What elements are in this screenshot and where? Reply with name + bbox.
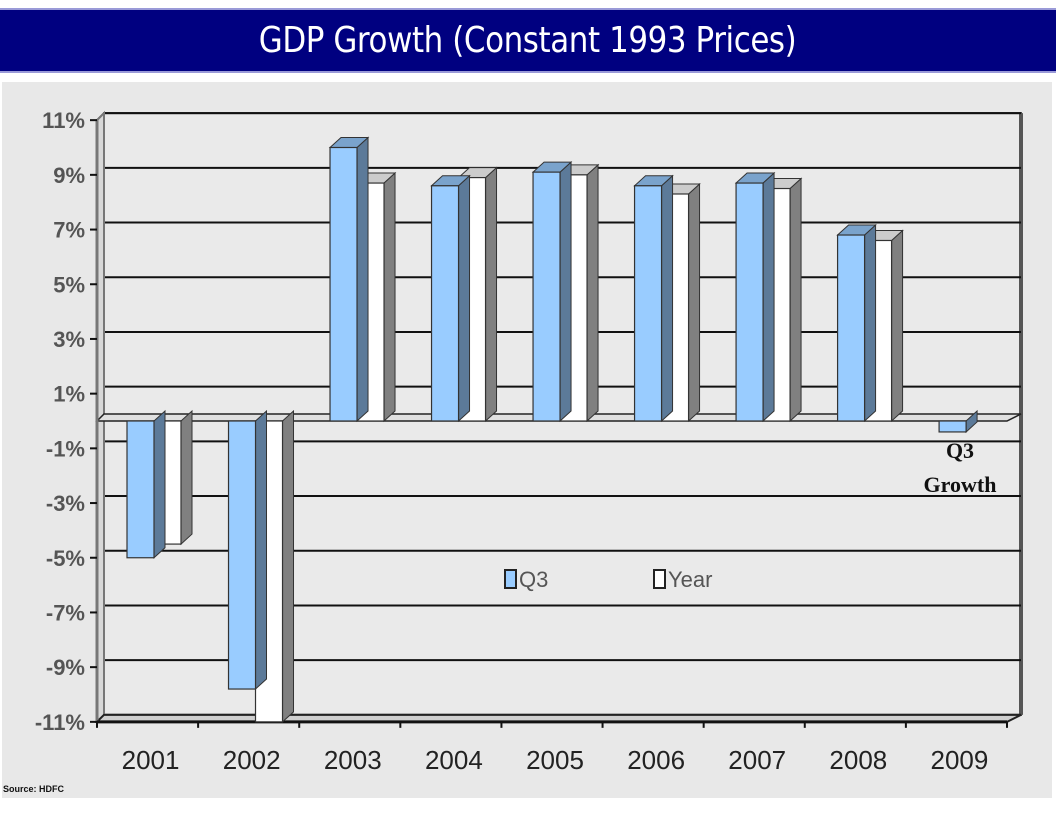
legend-label-year: Year bbox=[668, 567, 712, 592]
x-axis: 2001 2002 2003 2004 2005 2006 2007 2008 2009 bbox=[96, 720, 1008, 775]
y-tick-label: -7% bbox=[46, 600, 85, 625]
bar-q3-2003 bbox=[328, 136, 370, 423]
x-tick-label: 2005 bbox=[526, 745, 584, 775]
bar-q3-2002 bbox=[227, 409, 268, 691]
y-tick-label: -5% bbox=[46, 546, 85, 571]
x-tick-label: 2002 bbox=[223, 745, 281, 775]
x-tick-label: 2006 bbox=[627, 745, 685, 775]
y-tick-label: -11% bbox=[35, 710, 85, 735]
bar-q3-2009 bbox=[938, 409, 978, 434]
legend-swatch-q3 bbox=[504, 569, 517, 589]
bar-side-face bbox=[383, 171, 396, 423]
annotation-line: Growth bbox=[924, 472, 997, 497]
source-note: Source: HDFC bbox=[3, 784, 65, 794]
bar-q3-2004 bbox=[430, 174, 471, 423]
chart-title-bar: GDP Growth (Constant 1993 Prices) bbox=[0, 8, 1056, 73]
bar-q3-2005 bbox=[531, 160, 573, 423]
legend: Q3 Year bbox=[504, 567, 712, 592]
bar-front-face bbox=[329, 146, 358, 422]
bar-side-face bbox=[180, 409, 193, 546]
y-tick-label: -1% bbox=[46, 436, 85, 461]
bar-side-face bbox=[688, 182, 701, 423]
y-tick-label: 7% bbox=[53, 218, 85, 243]
y-tick-label: -3% bbox=[46, 491, 85, 516]
bar-side-face bbox=[255, 409, 268, 691]
bar-front-face bbox=[532, 171, 561, 422]
bar-q3-2006 bbox=[633, 174, 674, 423]
bar-side-face bbox=[485, 166, 498, 423]
legend-swatch-year bbox=[653, 569, 666, 589]
y-axis: 11% 9% 7% 5% 3% 1% -1% -3% -5% -7% -9% -11% bbox=[35, 108, 99, 735]
x-tick-label: 2009 bbox=[931, 745, 989, 775]
bar-side-face bbox=[559, 160, 572, 423]
bar-side-face bbox=[282, 409, 295, 723]
bar-q3-2008 bbox=[836, 223, 877, 423]
y-tick-label: 9% bbox=[53, 163, 85, 188]
x-tick-label: 2007 bbox=[728, 745, 786, 775]
y-tick-label: -9% bbox=[46, 655, 85, 680]
y-tick-label: 5% bbox=[53, 272, 85, 297]
bar-front-face bbox=[836, 234, 866, 422]
x-tick-label: 2004 bbox=[425, 745, 483, 775]
bars bbox=[126, 136, 978, 723]
bar-side-face bbox=[864, 223, 877, 423]
bar-side-face bbox=[891, 229, 904, 423]
bar-side-face bbox=[458, 174, 471, 423]
y-tick-label: 11% bbox=[42, 108, 85, 133]
chart-plot: 11% 9% 7% 5% 3% 1% -1% -3% -5% -7% -9% -11% 2001 2002… bbox=[3, 108, 1023, 794]
bar-front-face bbox=[227, 420, 257, 690]
bar-side-face bbox=[762, 171, 775, 423]
bar-front-face bbox=[735, 182, 764, 422]
bar-side-face bbox=[661, 174, 674, 423]
bar-side-face bbox=[356, 136, 369, 423]
x-tick-label: 2003 bbox=[324, 745, 382, 775]
bar-front-face bbox=[633, 185, 663, 422]
x-tick-label: 2008 bbox=[829, 745, 887, 775]
bar-q3-2001 bbox=[126, 409, 166, 559]
bar-side-face bbox=[153, 409, 166, 559]
bar-front-face bbox=[126, 420, 155, 559]
bar-q3-2007 bbox=[734, 171, 776, 423]
x-tick-label: 2001 bbox=[122, 745, 180, 775]
chart-panel: 11% 9% 7% 5% 3% 1% -1% -3% -5% -7% -9% -11% 2001 2002… bbox=[2, 82, 1052, 798]
bar-side-face bbox=[586, 163, 599, 423]
chart-title: GDP Growth (Constant 1993 Prices) bbox=[259, 20, 797, 61]
annotation-line: Q3 bbox=[946, 438, 974, 463]
y-tick-label: 3% bbox=[53, 327, 85, 352]
y-tick-label: 1% bbox=[53, 382, 85, 407]
annotation-q3-growth: Q3 Growth bbox=[924, 438, 997, 497]
legend-label-q3: Q3 bbox=[519, 567, 548, 592]
bar-front-face bbox=[938, 420, 967, 433]
bar-side-face bbox=[789, 177, 802, 423]
bar-front-face bbox=[430, 185, 460, 422]
